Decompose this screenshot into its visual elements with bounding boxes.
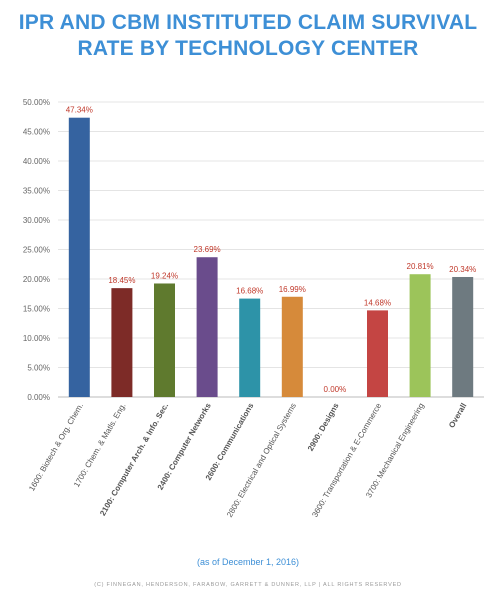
bar bbox=[452, 276, 474, 397]
x-category-label: Overall bbox=[447, 402, 468, 430]
bar-value-label: 16.99% bbox=[279, 285, 306, 294]
y-tick-label: 40.00% bbox=[23, 157, 50, 166]
chart-title-line-2: RATE BY TECHNOLOGY CENTER bbox=[77, 37, 419, 60]
value-labels: 47.34% 18.45% 19.24% 23.69% 16.68% 16.99% 0.00… bbox=[66, 106, 477, 394]
bar bbox=[111, 288, 133, 397]
date-note: (as of December 1, 2016) bbox=[196, 557, 300, 567]
bar bbox=[239, 298, 261, 397]
bar-value-label: 20.81% bbox=[407, 262, 434, 271]
bar-value-label: 47.34% bbox=[66, 106, 93, 115]
bar bbox=[409, 274, 431, 397]
bar bbox=[367, 310, 388, 397]
y-tick-label: 45.00% bbox=[23, 128, 50, 137]
bar bbox=[154, 283, 175, 397]
x-category-label: 2600: Communications bbox=[204, 401, 256, 482]
copyright-footer: (C) FINNEGAN, HENDERSON, FARABOW, GARRET… bbox=[94, 582, 402, 588]
bar-value-label: 0.00% bbox=[324, 385, 347, 394]
y-axis-tick-labels: 0.00% 5.00% 10.00% 15.00% 20.00% 25.00% 30.00%… bbox=[23, 98, 50, 402]
y-tick-label: 35.00% bbox=[23, 187, 50, 196]
bars bbox=[68, 117, 474, 397]
x-category-label: 2900: Designs bbox=[306, 401, 341, 453]
y-tick-label: 20.00% bbox=[23, 275, 50, 284]
y-tick-label: 10.00% bbox=[23, 334, 50, 343]
y-tick-label: 30.00% bbox=[23, 216, 50, 225]
y-tick-label: 25.00% bbox=[23, 246, 50, 255]
bar-value-label: 18.45% bbox=[108, 276, 135, 285]
y-tick-label: 0.00% bbox=[27, 393, 50, 402]
bar-value-label: 19.24% bbox=[151, 271, 178, 280]
x-axis-category-labels: 1600: Biotech & Org. Chem.1700: Chem. & … bbox=[27, 401, 468, 519]
bar bbox=[68, 117, 90, 397]
chart-title-line-1: IPR AND CBM INSTITUTED CLAIM SURVIVAL bbox=[18, 11, 478, 34]
y-tick-label: 15.00% bbox=[23, 305, 50, 314]
x-category-label: 3600: Transportation & E-Commerce bbox=[310, 401, 383, 519]
bar-value-label: 16.68% bbox=[236, 287, 263, 296]
x-category-label: 2800: Electrical and Optical Systems bbox=[225, 402, 298, 519]
y-tick-label: 50.00% bbox=[23, 98, 50, 107]
bar bbox=[196, 257, 218, 397]
bar-value-label: 20.34% bbox=[449, 265, 476, 274]
bar-value-label: 14.68% bbox=[364, 298, 391, 307]
bar bbox=[281, 296, 303, 397]
y-tick-label: 5.00% bbox=[27, 364, 50, 373]
bar-value-label: 23.69% bbox=[194, 245, 221, 254]
